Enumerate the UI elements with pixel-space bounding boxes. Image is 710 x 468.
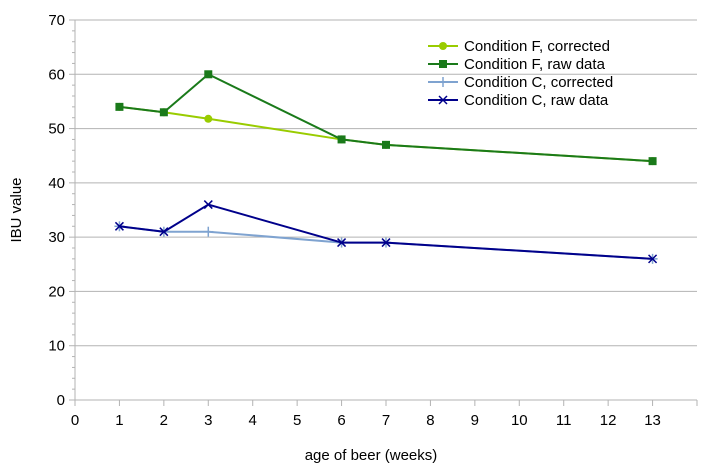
data-point bbox=[648, 157, 657, 166]
x-tick-label: 1 bbox=[115, 412, 123, 429]
data-point bbox=[203, 226, 214, 237]
data-point bbox=[337, 238, 347, 248]
x-tick-label: 11 bbox=[556, 412, 572, 429]
x-tick-label: 7 bbox=[382, 412, 390, 429]
data-point bbox=[648, 254, 658, 264]
data-point bbox=[114, 221, 124, 231]
data-point bbox=[159, 227, 169, 237]
axes bbox=[69, 19, 698, 406]
series-group bbox=[114, 70, 658, 264]
series-4 bbox=[114, 200, 658, 264]
legend-label: Condition C, corrected bbox=[464, 74, 613, 91]
series-line bbox=[119, 203, 653, 260]
x-axis-title: age of beer (weeks) bbox=[305, 447, 438, 464]
x-tick-label: 5 bbox=[293, 412, 301, 429]
x-tick-label: 2 bbox=[160, 412, 168, 429]
data-point bbox=[337, 135, 346, 144]
legend-label: Condition F, corrected bbox=[464, 38, 610, 55]
x-tick-label: 6 bbox=[337, 412, 345, 429]
x-tick-label: 8 bbox=[426, 412, 434, 429]
y-tick-label: 10 bbox=[48, 338, 65, 355]
legend-label: Condition F, raw data bbox=[464, 56, 606, 73]
legend-entry: Condition F, raw data bbox=[428, 56, 606, 73]
y-tick-label: 70 bbox=[48, 12, 65, 29]
x-tick-label: 3 bbox=[204, 412, 212, 429]
data-point bbox=[204, 70, 213, 79]
legend-marker bbox=[439, 42, 447, 50]
legend-marker bbox=[438, 77, 448, 87]
x-tick-label: 12 bbox=[600, 412, 617, 429]
y-tick-label: 20 bbox=[48, 283, 65, 300]
series-2 bbox=[115, 70, 657, 166]
data-point bbox=[382, 140, 390, 149]
legend-label: Condition C, raw data bbox=[464, 92, 609, 109]
y-tick-label: 0 bbox=[57, 392, 65, 409]
legend-marker bbox=[439, 60, 447, 68]
y-tick-label: 50 bbox=[48, 121, 65, 138]
x-tick-label: 13 bbox=[644, 412, 661, 429]
legend-marker bbox=[438, 95, 448, 105]
data-point bbox=[203, 200, 213, 210]
legend-entry: Condition C, corrected bbox=[428, 74, 613, 91]
y-axis-title: IBU value bbox=[8, 177, 25, 242]
grid-lines bbox=[75, 19, 697, 347]
series-line bbox=[119, 73, 653, 163]
y-tick-label: 60 bbox=[48, 66, 65, 83]
x-tick-label: 0 bbox=[71, 412, 79, 429]
data-point bbox=[204, 114, 213, 123]
x-tick-label: 10 bbox=[511, 412, 528, 429]
y-tick-label: 40 bbox=[48, 175, 65, 192]
data-point bbox=[115, 102, 124, 111]
legend-entry: Condition C, raw data bbox=[428, 92, 609, 109]
legend-entry: Condition F, corrected bbox=[428, 38, 610, 55]
data-point bbox=[381, 238, 391, 248]
y-tick-label: 30 bbox=[48, 229, 65, 246]
series-line bbox=[119, 105, 653, 163]
x-tick-label: 4 bbox=[249, 412, 257, 429]
x-tick-label: 9 bbox=[471, 412, 479, 429]
data-point bbox=[159, 108, 168, 117]
